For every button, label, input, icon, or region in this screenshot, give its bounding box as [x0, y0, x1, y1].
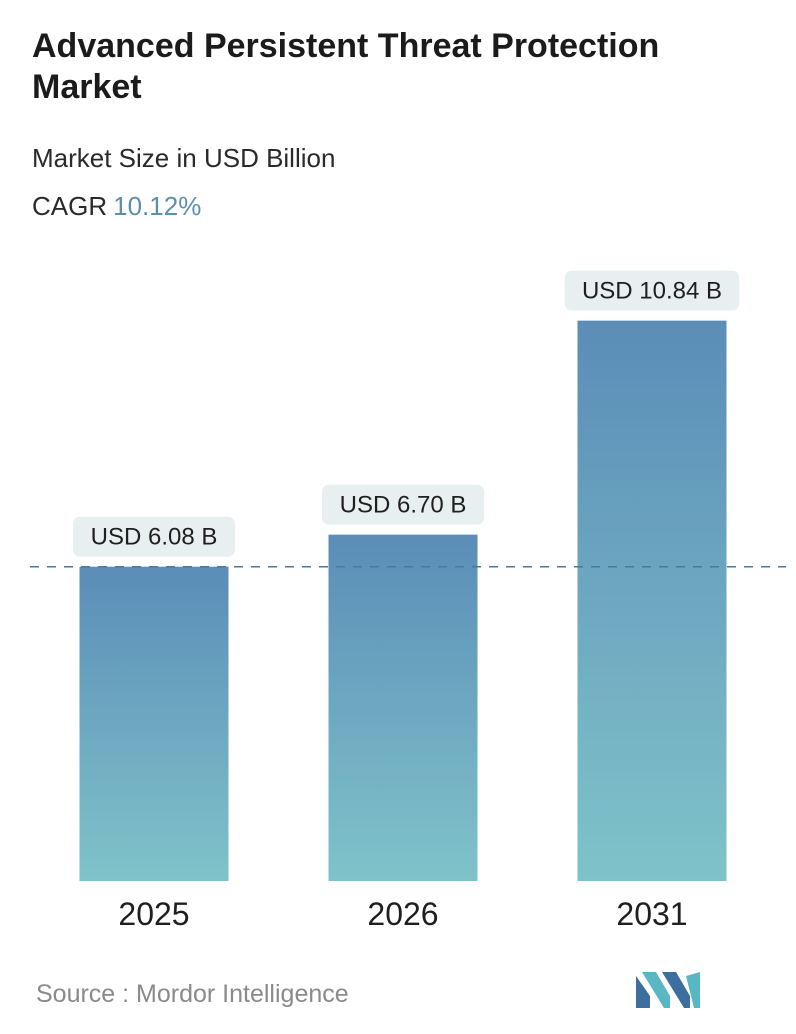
bar-chart: USD 6.08 B USD 6.70 B USD 10.84 B 2025 2026…	[30, 270, 786, 932]
chart-title: Advanced Persistent Threat Protection Ma…	[32, 27, 660, 106]
cagr-label: CAGR	[32, 191, 108, 221]
bar-2026	[328, 534, 478, 881]
chart-subtitle: Market Size in USD Billion	[32, 143, 336, 173]
x-tick-2031: 2031	[616, 896, 687, 932]
x-tick-2025: 2025	[118, 896, 189, 932]
mordor-intelligence-logo-icon	[636, 972, 700, 1008]
data-label-2025: USD 6.08 B	[91, 524, 218, 551]
x-tick-2026: 2026	[367, 896, 438, 932]
source-note: Source : Mordor Intelligence	[36, 980, 349, 1008]
data-labels-layer: USD 6.08 B USD 6.70 B USD 10.84 B	[73, 270, 740, 557]
data-label-box-2031	[564, 270, 740, 311]
data-label-2026: USD 6.70 B	[340, 492, 467, 519]
data-label-box-2025	[73, 516, 235, 557]
bar-2025	[79, 566, 229, 881]
bar-2031	[577, 320, 727, 881]
cagr-value: 10.12%	[113, 191, 202, 221]
x-axis-ticks: 2025 2026 2031	[118, 896, 687, 932]
data-label-box-2026	[322, 484, 484, 525]
data-label-2031: USD 10.84 B	[582, 278, 722, 305]
bars-layer	[79, 320, 727, 881]
cagr-line: CAGR 10.12%	[32, 191, 201, 222]
